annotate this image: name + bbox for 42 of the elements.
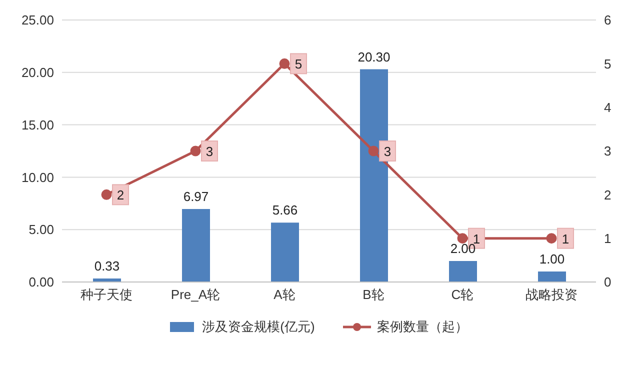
point xyxy=(279,58,290,69)
y-tick-label: 25.00 xyxy=(21,12,54,28)
data-label: 5.66 xyxy=(272,202,298,218)
data-label: 0.33 xyxy=(94,258,120,274)
point xyxy=(546,233,557,244)
y-tick-label: 5.00 xyxy=(28,222,54,238)
point xyxy=(457,233,468,244)
data-label: 2 xyxy=(116,188,124,203)
y-tick-label: 20.00 xyxy=(21,65,54,80)
bar xyxy=(538,272,566,282)
x-tick-label: 战略投资 xyxy=(526,287,578,302)
y2-tick-label: 5 xyxy=(604,56,612,72)
bar xyxy=(271,222,299,282)
y2-tick-label: 4 xyxy=(604,100,612,115)
data-label: 2.00 xyxy=(450,241,476,256)
x-tick-label: Pre_A轮 xyxy=(170,287,220,302)
x-tick-label: C轮 xyxy=(451,287,474,302)
y2-tick-label: 2 xyxy=(604,187,612,202)
x-tick-label: A轮 xyxy=(274,287,296,302)
data-label: 3 xyxy=(206,144,214,159)
x-tick-label: 种子天使 xyxy=(80,287,132,302)
legend-label: 案例数量（起） xyxy=(376,318,468,336)
data-label: 3 xyxy=(384,144,392,159)
y2-tick-label: 6 xyxy=(604,12,612,28)
y2-tick-label: 1 xyxy=(604,230,612,246)
y-tick-label: 0.00 xyxy=(28,274,54,290)
bar xyxy=(449,261,477,282)
data-label: 1 xyxy=(562,231,570,246)
y-tick-label: 10.00 xyxy=(21,170,54,185)
x-tick-label: B轮 xyxy=(362,287,384,302)
y2-tick-label: 0 xyxy=(604,274,612,290)
y2-tick-label: 3 xyxy=(604,144,612,159)
point xyxy=(368,146,379,156)
y-tick-label: 15.00 xyxy=(21,117,54,132)
point xyxy=(190,146,201,156)
data-label: 5 xyxy=(294,56,302,72)
data-label: 20.30 xyxy=(358,49,390,64)
point xyxy=(101,189,112,200)
data-label: 6.97 xyxy=(183,188,209,204)
bar xyxy=(182,208,210,282)
data-label: 1.00 xyxy=(539,252,565,267)
legend-label: 涉及资金规模(亿元) xyxy=(202,318,315,336)
